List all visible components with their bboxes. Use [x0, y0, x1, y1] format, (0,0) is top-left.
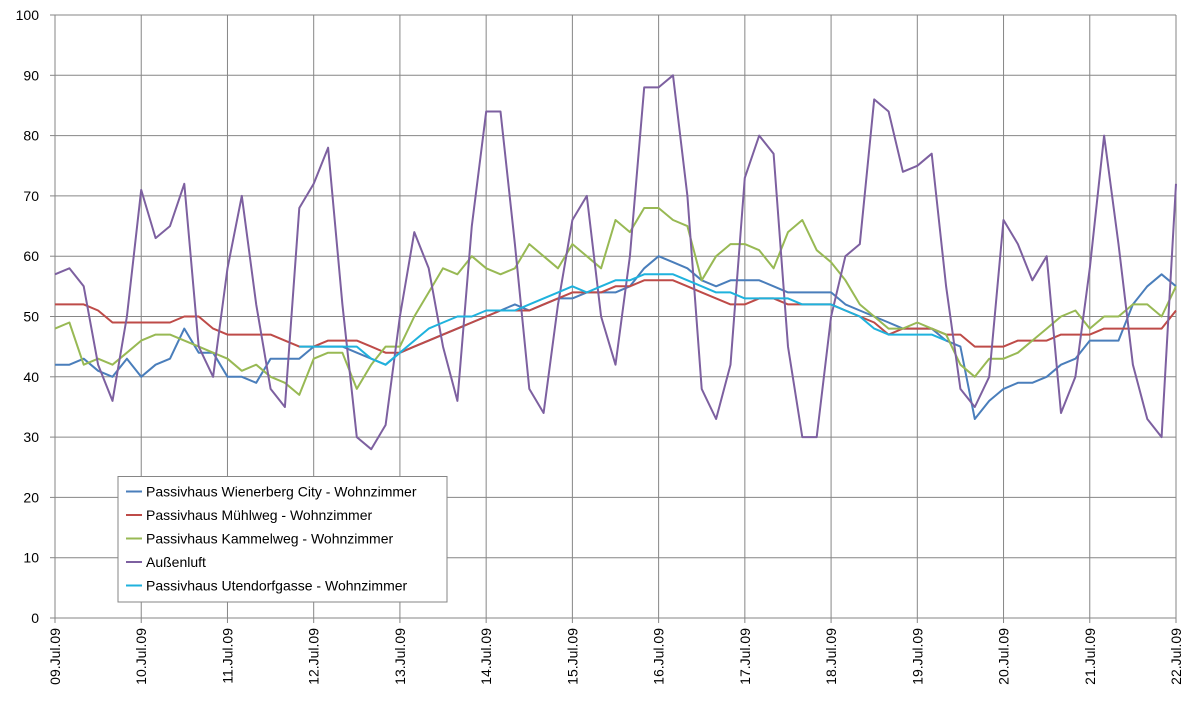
- series-line: [55, 255, 1177, 420]
- x-tick-label: 16.Jul.09: [651, 628, 667, 685]
- y-tick-label: 70: [23, 188, 39, 204]
- series-line: [54, 207, 1177, 396]
- y-tick-label: 100: [16, 7, 40, 23]
- y-tick-label: 60: [23, 248, 39, 264]
- legend-label: Passivhaus Kammelweg - Wohnzimmer: [146, 531, 393, 547]
- y-tick-label: 20: [23, 489, 39, 505]
- x-tick-label: 13.Jul.09: [392, 628, 408, 685]
- y-tick-label: 80: [23, 128, 39, 144]
- x-tick-label: 10.Jul.09: [133, 628, 149, 685]
- legend-label: Passivhaus Utendorfgasse - Wohnzimmer: [146, 578, 408, 594]
- x-tick-label: 20.Jul.09: [996, 628, 1012, 685]
- y-tick-label: 30: [23, 429, 39, 445]
- legend: Passivhaus Wienerberg City - Wohnzimmer P…: [117, 476, 448, 603]
- y-tick-label: 50: [23, 309, 39, 325]
- x-tick-label: 12.Jul.09: [306, 628, 322, 685]
- y-tick-label: 90: [23, 67, 39, 83]
- x-tick-label: 21.Jul.09: [1082, 628, 1098, 685]
- legend-box: [117, 476, 448, 603]
- x-tick-label: 17.Jul.09: [737, 628, 753, 685]
- legend-label: Passivhaus Wienerberg City - Wohnzimmer: [146, 484, 417, 500]
- legend-label: Passivhaus Mühlweg - Wohnzimmer: [146, 507, 372, 523]
- y-tick-label: 40: [23, 369, 39, 385]
- x-tick-label: 18.Jul.09: [823, 628, 839, 685]
- x-tick-label: 11.Jul.09: [219, 628, 235, 684]
- x-tick-label: 19.Jul.09: [909, 628, 925, 685]
- legend-label: Außenluft: [146, 554, 206, 570]
- x-tick-label: 22.Jul.09: [1168, 628, 1184, 685]
- y-tick-label: 10: [23, 550, 39, 566]
- x-tick-label: 09.Jul.09: [47, 628, 63, 685]
- series-line: [54, 74, 1177, 451]
- series-line: [299, 273, 947, 366]
- x-tick-label: 14.Jul.09: [478, 628, 494, 685]
- series-line: [55, 279, 1177, 354]
- x-tick-label: 15.Jul.09: [564, 628, 580, 685]
- y-tick-label: 0: [31, 610, 39, 626]
